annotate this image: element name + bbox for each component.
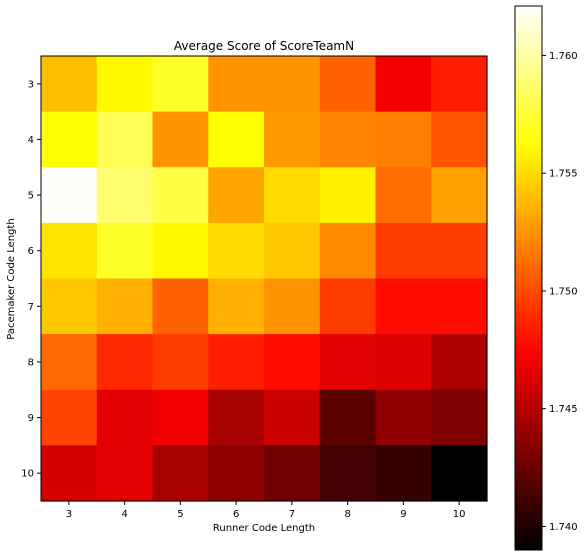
x-tick-label: 3 <box>66 509 72 520</box>
heatmap-cell <box>431 56 488 113</box>
heatmap-cell <box>96 334 154 391</box>
heatmap-cell <box>319 334 377 391</box>
heatmap-cell <box>96 167 154 224</box>
heatmap-cell <box>319 167 377 224</box>
heatmap-cell <box>152 278 209 335</box>
heatmap-cell <box>208 334 265 391</box>
heatmap-cell <box>208 56 265 113</box>
heatmap-cell <box>152 334 209 391</box>
heatmap-cell <box>319 278 377 335</box>
heatmap-cell <box>319 222 377 280</box>
y-tick-label: 5 <box>28 191 34 202</box>
heatmap-cell <box>375 389 432 446</box>
heatmap-cell <box>319 389 377 446</box>
heatmap-cell <box>431 278 488 335</box>
colorbar-tick-label: 1.740 <box>549 522 578 533</box>
heatmap-cell <box>319 111 377 168</box>
heatmap-cell <box>208 445 265 502</box>
y-tick-label: 9 <box>28 413 34 424</box>
heatmap-cell <box>431 111 488 168</box>
heatmap-cell <box>319 56 377 113</box>
heatmap-cell <box>96 445 154 502</box>
heatmap-cell <box>264 389 321 446</box>
x-tick-label: 8 <box>344 509 350 520</box>
heatmap-cell <box>41 445 98 502</box>
heatmap-cell <box>264 278 321 335</box>
heatmap-cells <box>41 56 488 502</box>
heatmap-cell <box>431 445 488 502</box>
x-axis-label: Runner Code Length <box>213 523 315 534</box>
y-axis-ticks: 3 4 5 6 7 8 9 10 <box>21 79 41 480</box>
x-tick-label: 10 <box>453 509 466 520</box>
y-tick-label: 7 <box>28 302 34 313</box>
heatmap-cell <box>41 222 98 280</box>
x-tick-label: 7 <box>289 509 295 520</box>
y-tick-label: 10 <box>21 469 34 480</box>
heatmap-cell <box>96 111 154 168</box>
heatmap-cell <box>41 111 98 168</box>
x-tick-label: 9 <box>400 509 406 520</box>
x-tick-label: 6 <box>233 509 239 520</box>
colorbar <box>514 5 543 551</box>
heatmap-cell <box>96 278 154 335</box>
colorbar-tick-label: 1.750 <box>549 286 578 297</box>
heatmap-cell <box>264 111 321 168</box>
heatmap-cell <box>96 222 154 280</box>
heatmap-cell <box>208 222 265 280</box>
heatmap-cell <box>319 445 377 502</box>
heatmap-cell <box>375 167 432 224</box>
y-axis-label: Pacemaker Code Length <box>6 218 17 339</box>
heatmap-cell <box>96 56 154 113</box>
heatmap-cell <box>208 167 265 224</box>
heatmap-cell <box>264 167 321 224</box>
heatmap-cell <box>431 389 488 446</box>
heatmap-cell <box>152 167 209 224</box>
heatmap-cell <box>431 334 488 391</box>
heatmap-cell <box>375 222 432 280</box>
heatmap-cell <box>375 111 432 168</box>
x-axis-ticks: 3 4 5 6 7 8 9 10 <box>66 501 466 520</box>
heatmap-cell <box>41 56 98 113</box>
plot-frame <box>40 55 488 502</box>
y-tick-label: 3 <box>28 79 34 90</box>
heatmap-cell <box>152 222 209 280</box>
heatmap-cell <box>208 111 265 168</box>
heatmap-cell <box>431 167 488 224</box>
heatmap-cell <box>152 111 209 168</box>
heatmap-cell <box>375 445 432 502</box>
chart-title: Average Score of ScoreTeamN <box>174 39 354 53</box>
colorbar-tick-label: 1.755 <box>549 169 578 180</box>
heatmap-cell <box>152 389 209 446</box>
heatmap-cell <box>41 278 98 335</box>
y-tick-label: 4 <box>28 135 34 146</box>
heatmap-cell <box>264 56 321 113</box>
y-tick-label: 6 <box>28 246 34 257</box>
heatmap-cell <box>264 222 321 280</box>
y-tick-label: 8 <box>28 357 34 368</box>
x-tick-label: 4 <box>121 509 127 520</box>
colorbar-ticks: 1.740 1.745 1.750 1.755 1.760 <box>542 51 578 533</box>
colorbar-tick-label: 1.760 <box>549 51 578 62</box>
heatmap-cell <box>264 334 321 391</box>
x-tick-label: 5 <box>177 509 183 520</box>
heatmap-cell <box>152 445 209 502</box>
heatmap-cell <box>264 445 321 502</box>
heatmap-cell <box>375 56 432 113</box>
heatmap-cell <box>96 389 154 446</box>
heatmap-cell <box>41 334 98 391</box>
heatmap-cell <box>431 222 488 280</box>
heatmap-cell <box>375 278 432 335</box>
heatmap-cell <box>41 167 98 224</box>
heatmap-cell <box>152 56 209 113</box>
heatmap-cell <box>375 334 432 391</box>
heatmap-cell <box>208 278 265 335</box>
colorbar-tick-label: 1.745 <box>549 404 578 415</box>
heatmap-cell <box>208 389 265 446</box>
heatmap-cell <box>41 389 98 446</box>
